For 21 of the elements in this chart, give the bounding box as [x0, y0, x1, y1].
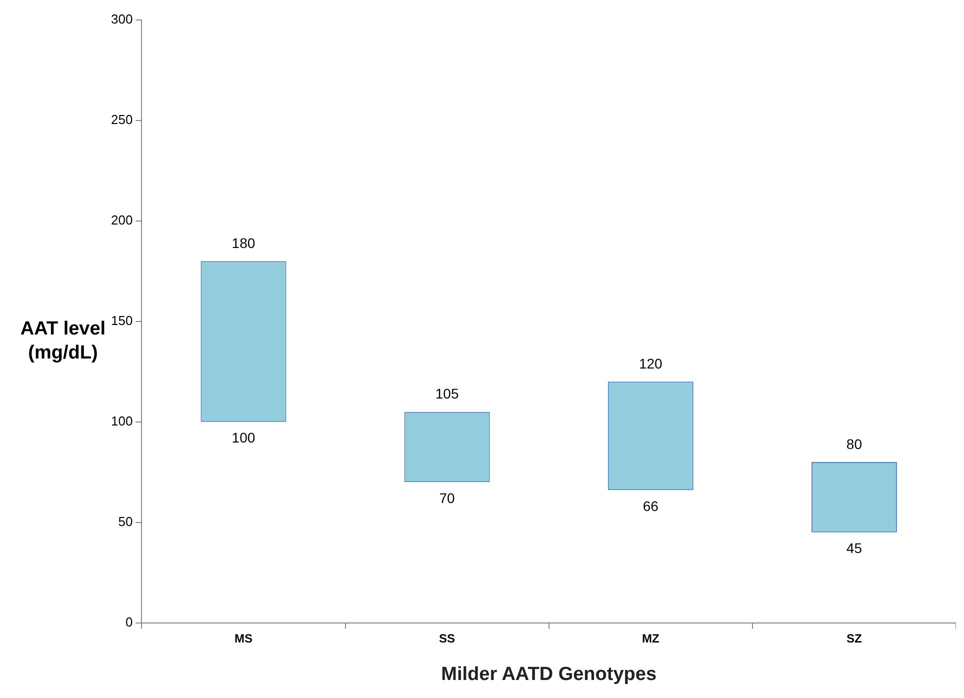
annotation: 100 [232, 430, 256, 446]
annotation: 105 [435, 386, 459, 402]
x-tick-label: SS [439, 631, 456, 646]
y-tick-label: 100 [110, 413, 133, 428]
y-axis-title: AAT level (mg/dL) [20, 318, 106, 364]
annotation: 70 [439, 490, 456, 506]
annotation: 180 [232, 234, 256, 251]
y-tick-label: 0 [125, 614, 133, 630]
annotation: 80 [846, 436, 862, 452]
annotation: 66 [642, 498, 659, 514]
x-tick-label: SZ [846, 631, 862, 646]
y-tick-label: 150 [110, 312, 133, 328]
x-axis-title: Milder AATD Genotypes [441, 664, 657, 685]
annotation: 45 [846, 540, 862, 556]
y-tick-label: 200 [110, 212, 133, 228]
x-tick-label: MS [234, 631, 252, 646]
x-tick-label: MZ [642, 631, 660, 646]
y-tick-label: 50 [118, 514, 133, 529]
annotation: 120 [638, 356, 663, 372]
y-tick-label: 300 [110, 12, 133, 27]
y-tick-label: 250 [110, 112, 133, 128]
